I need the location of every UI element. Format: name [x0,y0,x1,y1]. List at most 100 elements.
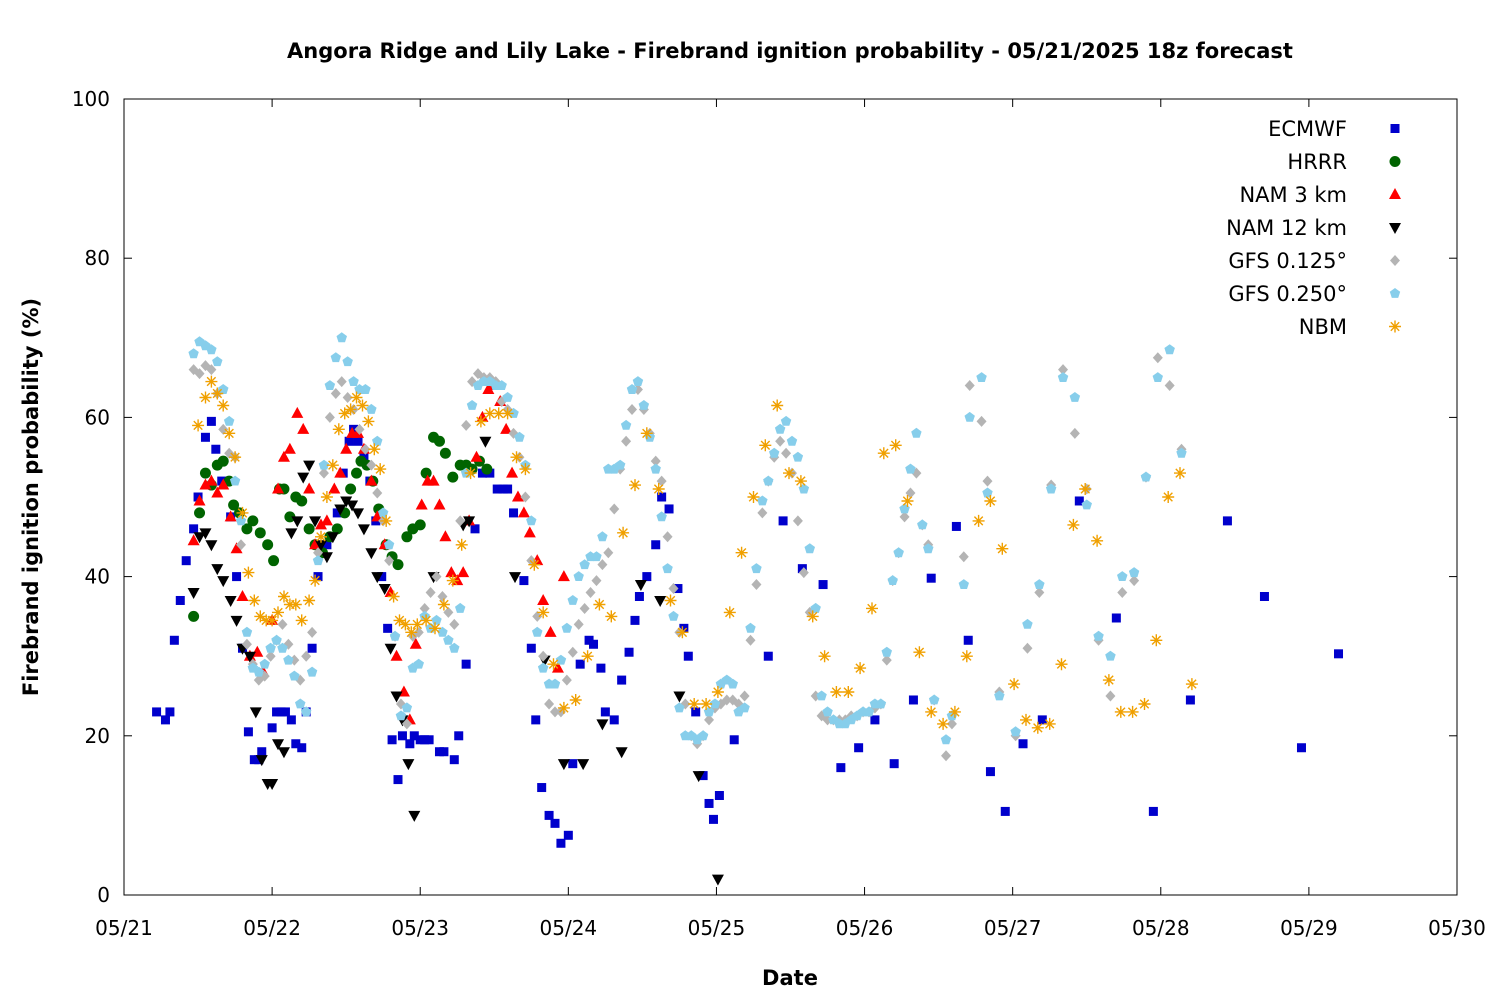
data-point [243,727,253,737]
data-point [315,530,327,543]
data-point [192,419,205,432]
data-point [792,515,803,527]
data-point [569,694,582,706]
data-point [411,618,424,631]
data-point [345,483,357,495]
data-point [816,690,827,701]
data-point [1102,674,1115,687]
data-point [409,637,422,649]
data-point [691,707,701,717]
data-point [461,419,472,431]
data-point [332,423,345,436]
data-point [603,547,614,559]
data-point [870,715,880,725]
data-point [763,651,773,661]
data-point [958,551,969,563]
data-point [481,463,493,475]
data-point [881,646,892,657]
data-point [350,391,363,404]
data-point [443,606,454,618]
data-point [520,491,531,503]
data-point [383,623,393,633]
data-point [662,563,673,574]
data-point [193,492,203,502]
y-tick-label: 100 [72,87,110,111]
data-point [296,495,308,507]
data-point [940,734,952,745]
data-point [1105,650,1116,661]
data-point [217,476,227,486]
data-point [946,718,957,730]
data-point [577,759,590,771]
data-point [175,595,185,605]
data-point [419,602,430,614]
data-point [165,707,175,717]
data-point [640,427,653,440]
data-point [232,572,242,582]
data-point [330,352,341,363]
data-point [739,702,750,713]
data-point [877,447,890,460]
data-point [318,467,329,479]
data-point [433,498,446,510]
data-point [259,658,270,669]
data-point [470,450,483,462]
data-point [371,572,384,584]
data-point [353,436,363,446]
data-point [320,514,333,526]
data-point [218,423,229,435]
data-point [344,436,354,446]
data-point [393,775,403,785]
data-point [463,516,476,528]
data-point [964,380,975,392]
data-point [349,424,359,434]
x-tick-label: 05/23 [391,916,449,940]
data-point [297,472,310,484]
data-point [652,483,665,495]
data-point [424,735,434,745]
data-point [392,559,404,571]
data-point [389,630,401,641]
data-point [1148,806,1158,816]
data-point [241,523,253,535]
data-point [1081,499,1092,510]
data-point [309,538,322,550]
data-point [1129,575,1140,587]
data-point [579,559,590,570]
data-point [519,463,532,476]
data-point [763,475,774,486]
series-ecmwf [152,416,1344,848]
data-point [502,392,513,402]
data-point [384,555,395,567]
data-point [905,463,916,474]
data-point [357,524,370,536]
data-point [248,594,261,607]
data-point [340,496,353,508]
data-point [711,686,724,698]
data-point [380,514,393,527]
data-point [759,439,772,452]
data-point [445,566,458,578]
data-point [634,580,647,592]
data-point [464,467,477,480]
data-point [289,598,302,611]
data-point [187,534,200,546]
data-point [377,572,387,582]
data-point [600,707,610,717]
data-point [235,515,247,526]
data-point [573,571,584,581]
data-point [674,702,685,713]
data-point [664,594,677,607]
data-point [284,511,296,523]
data-point [360,384,371,394]
data-point [374,463,387,476]
data-point [523,526,536,538]
data-point [470,524,480,534]
data-point [875,698,887,709]
data-point [303,482,316,494]
data-point [307,626,318,638]
data-point [866,602,878,615]
data-point [781,447,792,459]
data-point [413,658,424,669]
data-point [1067,518,1080,531]
